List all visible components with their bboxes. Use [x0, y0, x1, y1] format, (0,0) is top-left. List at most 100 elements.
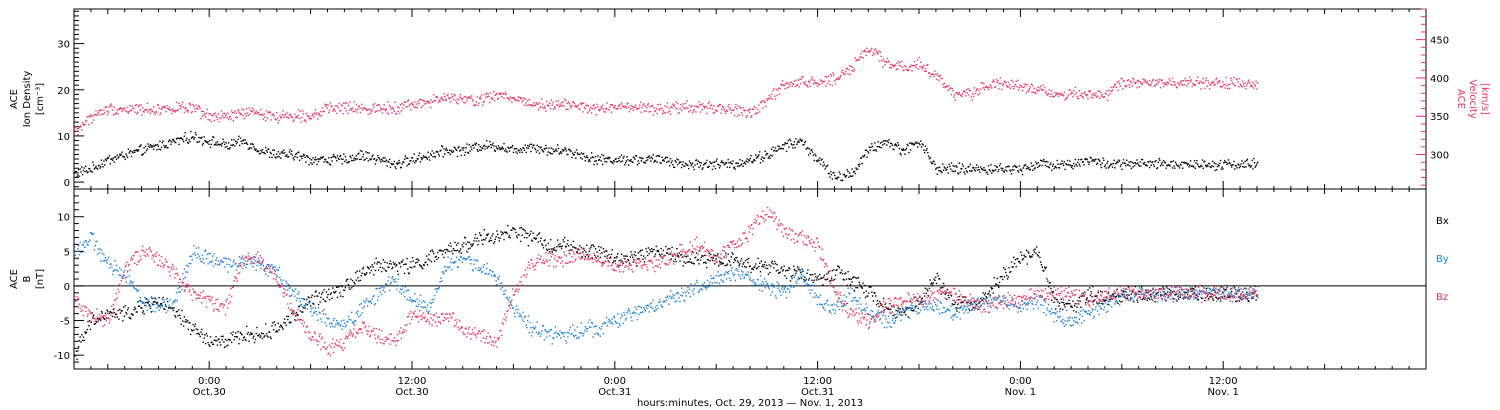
- data-point: [849, 175, 852, 177]
- data-point: [856, 277, 858, 279]
- data-point: [714, 111, 716, 114]
- data-point: [808, 277, 811, 280]
- data-point: [1206, 85, 1208, 87]
- data-point: [393, 263, 395, 266]
- data-point: [89, 170, 92, 172]
- data-point: [744, 265, 746, 268]
- data-point: [1040, 88, 1043, 91]
- data-point: [283, 152, 286, 154]
- data-point: [931, 73, 933, 75]
- data-point: [297, 314, 299, 317]
- data-point: [427, 258, 429, 260]
- data-point: [547, 104, 549, 107]
- data-point: [502, 232, 504, 235]
- data-point: [1047, 285, 1050, 288]
- data-point: [1122, 290, 1125, 292]
- data-point: [503, 143, 505, 145]
- data-point: [1128, 84, 1130, 86]
- data-point: [150, 311, 152, 313]
- data-point: [291, 150, 293, 152]
- data-point: [319, 301, 321, 303]
- data-point: [1193, 83, 1195, 86]
- data-point: [1101, 94, 1103, 96]
- data-point: [1255, 80, 1257, 82]
- data-point: [956, 166, 958, 168]
- data-point: [396, 162, 398, 164]
- data-point: [405, 106, 407, 108]
- data-point: [673, 166, 676, 169]
- data-point: [210, 341, 212, 344]
- data-point: [752, 108, 755, 111]
- data-point: [202, 110, 204, 113]
- data-point: [542, 103, 544, 105]
- data-point: [247, 331, 249, 334]
- data-point: [1081, 158, 1083, 161]
- data-point: [1170, 83, 1172, 86]
- data-point: [613, 107, 616, 109]
- data-point: [925, 292, 927, 295]
- data-point: [278, 329, 280, 331]
- data-point: [715, 109, 717, 111]
- data-point: [384, 108, 386, 110]
- data-point: [415, 258, 418, 260]
- data-point: [1139, 81, 1141, 83]
- data-point: [131, 105, 133, 107]
- data-point: [700, 103, 702, 106]
- data-point: [647, 156, 650, 158]
- data-point: [776, 94, 778, 97]
- data-point: [155, 110, 157, 113]
- data-point: [765, 105, 767, 107]
- data-point: [676, 158, 678, 160]
- data-point: [299, 155, 302, 157]
- data-point: [304, 119, 306, 121]
- data-point: [592, 156, 594, 159]
- data-point: [953, 94, 956, 96]
- data-point: [434, 99, 437, 102]
- data-point: [190, 112, 193, 114]
- data-point: [755, 107, 757, 109]
- data-point: [1081, 295, 1083, 297]
- data-point: [1001, 275, 1003, 278]
- data-point: [341, 163, 343, 165]
- data-point: [617, 105, 620, 108]
- data-point: [798, 278, 800, 280]
- data-point: [768, 264, 770, 266]
- data-point: [384, 261, 386, 263]
- data-point: [1032, 169, 1034, 171]
- data-point: [240, 140, 242, 142]
- data-point: [145, 301, 147, 304]
- data-point: [968, 94, 970, 96]
- data-point: [82, 244, 85, 246]
- data-point: [1039, 164, 1041, 166]
- data-point: [229, 339, 231, 341]
- data-point: [1018, 86, 1021, 89]
- data-point: [740, 163, 743, 165]
- data-point: [743, 162, 745, 164]
- data-point: [1148, 161, 1150, 163]
- data-point: [935, 73, 937, 76]
- data-point: [89, 328, 92, 331]
- data-point: [822, 81, 825, 83]
- data-point: [384, 109, 387, 112]
- data-point: [607, 260, 609, 262]
- data-point: [182, 106, 185, 108]
- data-point: [1201, 82, 1204, 84]
- data-point: [145, 149, 148, 152]
- data-point: [166, 147, 168, 149]
- data-point: [1242, 83, 1245, 85]
- data-point: [170, 307, 172, 309]
- data-point: [914, 142, 916, 145]
- data-point: [1151, 81, 1153, 83]
- data-point: [312, 157, 314, 159]
- data-point: [171, 108, 174, 110]
- data-point: [486, 139, 488, 142]
- top-ylabel-line-2: Ion Density: [22, 71, 33, 128]
- data-point: [1182, 84, 1184, 86]
- data-point: [659, 103, 661, 106]
- data-point: [380, 107, 382, 109]
- data-point: [630, 159, 632, 161]
- data-point: [858, 165, 860, 168]
- data-point: [647, 159, 649, 161]
- data-point: [510, 229, 512, 231]
- data-point: [691, 112, 694, 114]
